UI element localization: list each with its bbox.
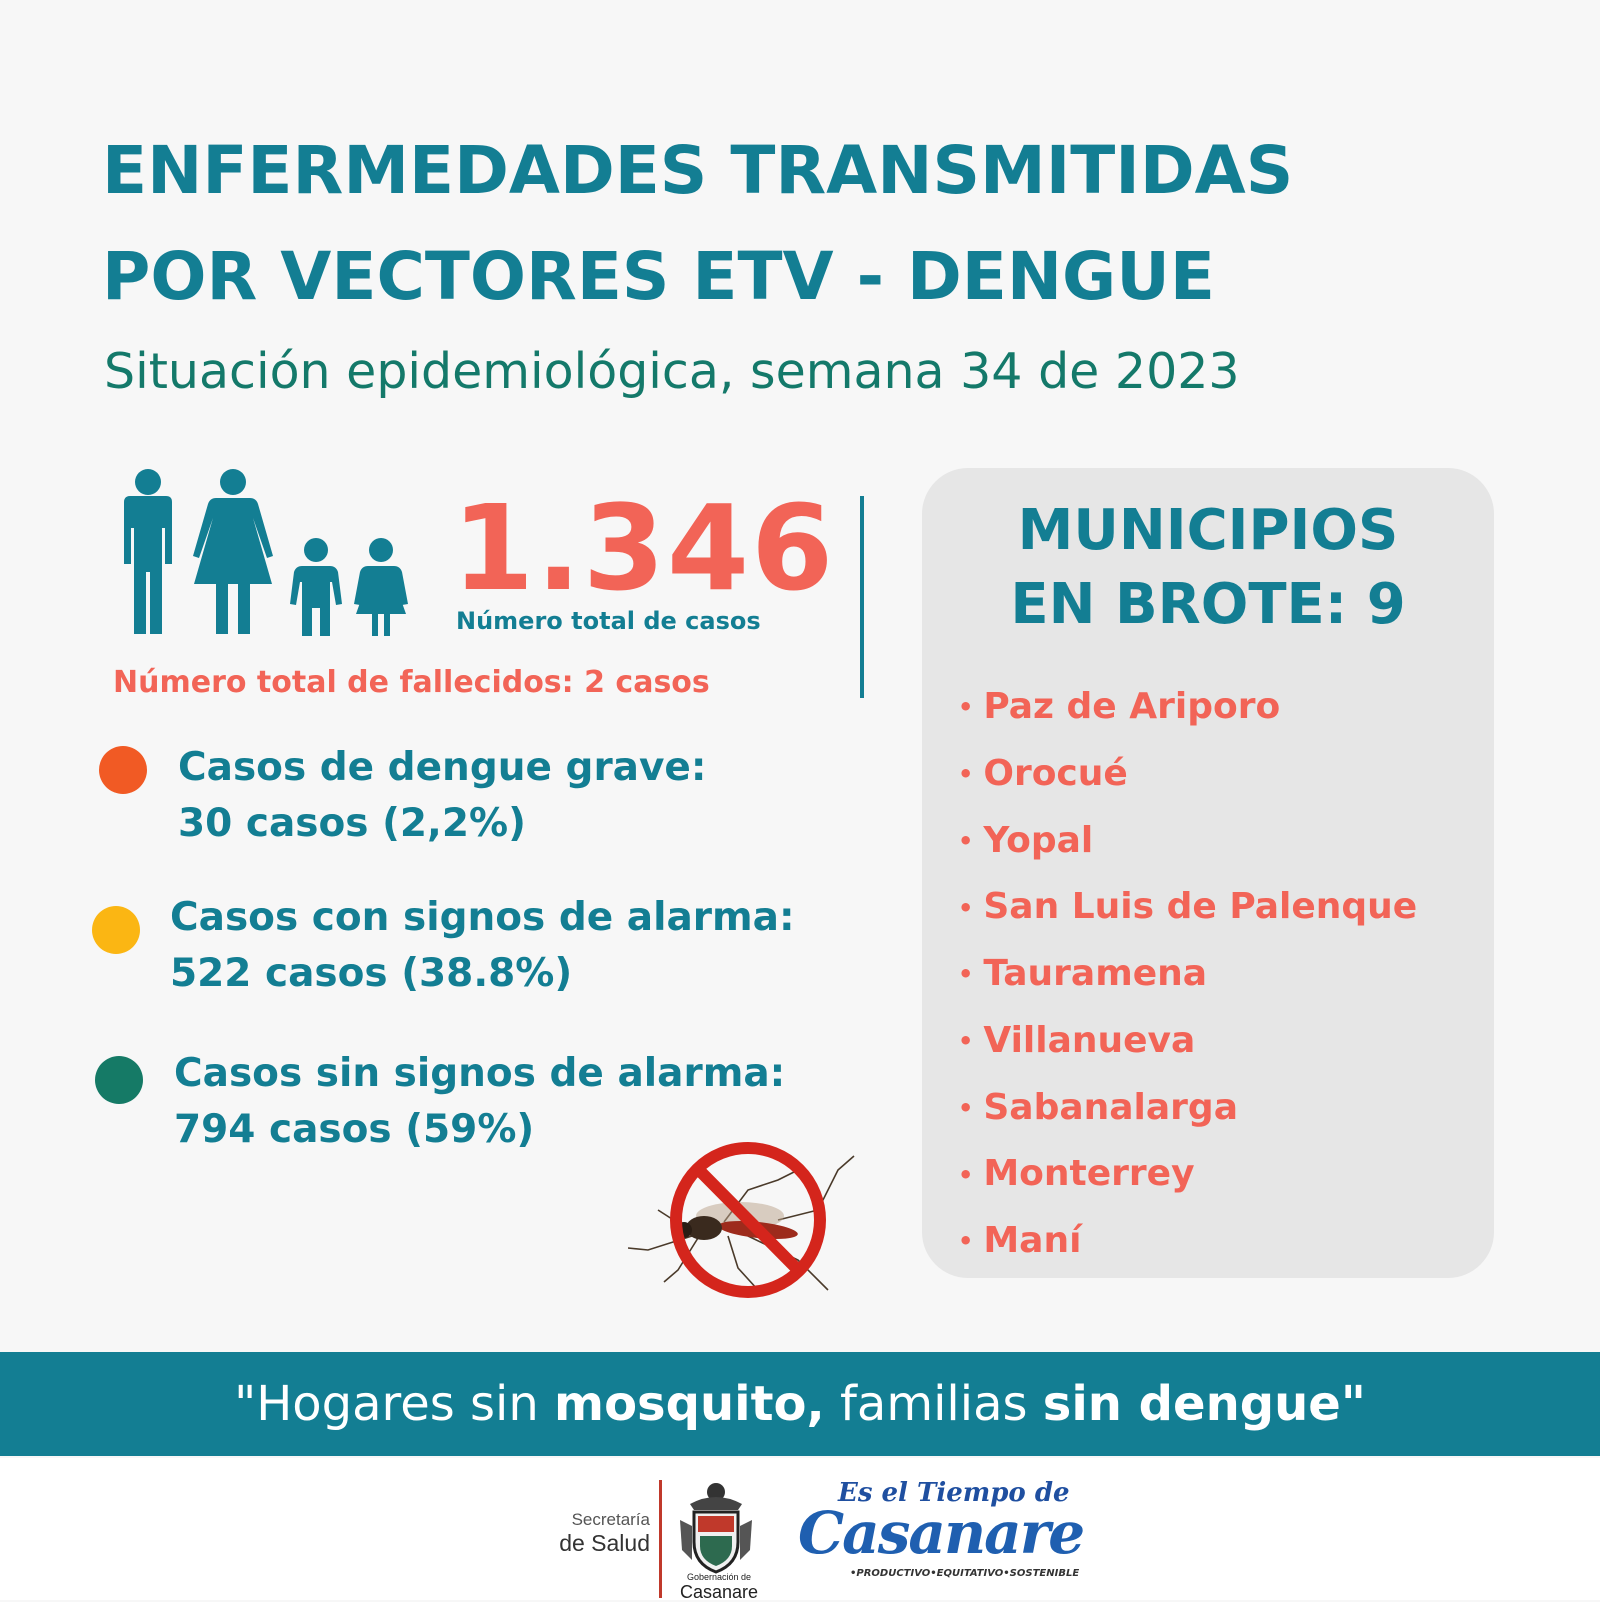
logo-line-2: Casanare <box>798 1499 1085 1567</box>
casanare-logo: Es el Tiempo de Casanare •PRODUCTIVO•EQU… <box>798 1478 1085 1598</box>
crest-icon <box>680 1483 752 1574</box>
stat-text: Casos de dengue grave: 30 casos (2,2%) <box>178 740 706 852</box>
stat-dot-green <box>95 1056 143 1104</box>
list-item: • Villanueva <box>958 1008 1417 1075</box>
bullet: • <box>958 760 974 788</box>
municipios-heading-line-2: EN BROTE: 9 <box>1010 572 1406 637</box>
municipios-list: • Paz de Ariporo • Orocué • Yopal • San Luis… <box>958 674 1417 1275</box>
gobernacion-small: Gobernación de <box>686 1572 752 1582</box>
list-item: • Maní <box>958 1208 1417 1275</box>
no-mosquito-icon <box>628 1142 855 1298</box>
stat-text: Casos sin signos de alarma: 794 casos (5… <box>174 1046 785 1158</box>
bullet: • <box>958 893 974 922</box>
divider <box>860 496 864 698</box>
municipio-name: Tauramena <box>983 953 1208 994</box>
list-item: • Yopal <box>958 808 1417 875</box>
bullet: • <box>958 1093 974 1122</box>
logo-line-1: Es el Tiempo de <box>838 1478 1070 1508</box>
stat-value: 30 casos (2,2%) <box>178 801 526 846</box>
municipio-name: Orocué <box>983 752 1128 794</box>
slogan-part-2: familias <box>824 1376 1043 1432</box>
bullet: • <box>958 1227 974 1256</box>
stat-dot-orange <box>99 746 147 794</box>
municipio-name: Sabanalarga <box>983 1086 1238 1128</box>
slogan-part-1: "Hogares sin <box>234 1376 555 1432</box>
list-item: • Monterrey <box>958 1141 1417 1208</box>
stat-value: 522 casos (38.8%) <box>170 951 573 996</box>
title-line-1: ENFERMEDADES TRANSMITIDAS <box>102 132 1294 209</box>
title-line-2: POR VECTORES ETV - DENGUE <box>102 238 1215 315</box>
stat-text: Casos con signos de alarma: 522 casos (3… <box>170 890 795 1002</box>
municipios-panel: MUNICIPIOS EN BROTE: 9 • Paz de Ariporo •… <box>922 468 1494 1278</box>
total-cases-label: Número total de casos <box>456 607 761 635</box>
bullet: • <box>958 826 974 855</box>
slogan-bold-2: sin dengue" <box>1042 1376 1366 1432</box>
stat-label: Casos sin signos de alarma: <box>174 1051 786 1096</box>
slogan-bold-1: mosquito, <box>554 1376 825 1432</box>
secretaria-line-1: Secretaría <box>571 1510 650 1529</box>
bullet: • <box>958 693 974 722</box>
secretaria-salud-logo: Secretaría de Salud <box>520 1510 650 1556</box>
municipio-name: Maní <box>983 1220 1082 1261</box>
secretaria-line-2: de Salud <box>559 1530 650 1556</box>
bullet: • <box>958 960 974 989</box>
list-item: • San Luis de Palenque <box>958 874 1417 941</box>
municipio-name: Yopal <box>983 819 1094 861</box>
list-item: • Paz de Ariporo <box>958 674 1417 741</box>
gobernacion-label: Gobernación de Casanare <box>664 1572 774 1602</box>
stat-dot-yellow <box>92 906 140 954</box>
bullet: • <box>958 1027 974 1055</box>
subtitle: Situación epidemiológica, semana 34 de 2… <box>104 343 1240 400</box>
stat-label: Casos con signos de alarma: <box>170 895 795 940</box>
municipios-heading-line-1: MUNICIPIOS <box>1017 498 1399 563</box>
municipios-heading: MUNICIPIOS EN BROTE: 9 <box>922 494 1494 642</box>
list-item: • Orocué <box>958 741 1417 808</box>
footer: Secretaría de Salud Gobernación de Casan… <box>0 1458 1600 1602</box>
municipio-name: San Luis de Palenque <box>983 886 1418 928</box>
total-cases-value: 1.346 <box>452 479 836 617</box>
municipio-name: Paz de Ariporo <box>983 686 1281 727</box>
slogan-banner: "Hogares sin mosquito, familias sin deng… <box>0 1352 1600 1456</box>
family-icon <box>124 469 408 636</box>
gobernacion-name: Casanare <box>679 1582 759 1602</box>
stat-label: Casos de dengue grave: <box>178 745 707 790</box>
bullet: • <box>958 1160 974 1189</box>
footer-divider <box>659 1480 662 1598</box>
list-item: • Sabanalarga <box>958 1075 1417 1142</box>
page-title: ENFERMEDADES TRANSMITIDAS POR VECTORES E… <box>102 118 1542 330</box>
municipio-name: Villanueva <box>983 1019 1196 1061</box>
list-item: • Tauramena <box>958 941 1417 1008</box>
stat-value: 794 casos (59%) <box>174 1107 535 1152</box>
logo-tagline: •PRODUCTIVO•EQUITATIVO•SOSTENIBLE <box>850 1568 1080 1579</box>
municipio-name: Monterrey <box>983 1153 1195 1195</box>
deaths-count: Número total de fallecidos: 2 casos <box>113 665 710 700</box>
